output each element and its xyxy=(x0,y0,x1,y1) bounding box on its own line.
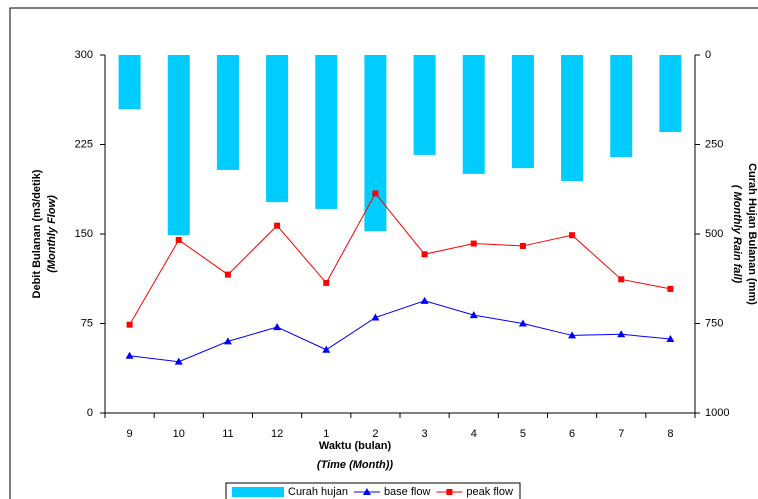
bar xyxy=(266,55,289,203)
bar xyxy=(659,55,682,132)
bar xyxy=(315,55,338,209)
marker xyxy=(470,240,477,247)
marker xyxy=(518,319,527,327)
marker xyxy=(568,331,577,339)
marker xyxy=(372,190,379,197)
bar xyxy=(561,55,584,182)
x-tick-label: 10 xyxy=(173,428,185,440)
x-tick-label: 1 xyxy=(323,428,329,440)
y-tick-label: 75 xyxy=(81,317,93,329)
marker xyxy=(273,323,282,331)
y-tick-label: 225 xyxy=(75,138,93,150)
y2-axis-label: Curah Hujan Bulanan (mm) xyxy=(746,163,758,305)
x-tick-label: 5 xyxy=(520,428,526,440)
bar xyxy=(167,55,190,236)
x-tick-label: 4 xyxy=(471,428,477,440)
y2-axis-label: ( Monthly Rain fall) xyxy=(731,185,743,284)
x-axis-label: Waktu (bulan) xyxy=(319,440,392,452)
y-axis-label: Debit Bulanan (m3/detik) xyxy=(31,169,43,298)
y2-tick-label: 1000 xyxy=(705,407,729,419)
line xyxy=(129,192,671,325)
x-tick-label: 7 xyxy=(618,428,624,440)
x-tick-label: 11 xyxy=(222,428,233,440)
marker xyxy=(667,285,674,292)
marker xyxy=(274,222,281,229)
marker xyxy=(421,251,428,258)
chart-frame xyxy=(9,7,758,499)
legend-label: peak flow xyxy=(466,486,513,498)
marker xyxy=(362,488,371,495)
bar xyxy=(610,55,633,158)
legend-label: base flow xyxy=(384,486,431,498)
marker xyxy=(666,335,675,343)
y-axis-label: (Monthly Flow) xyxy=(46,195,58,273)
legend-label: Curah hujan xyxy=(288,486,348,498)
x-tick-label: 9 xyxy=(127,428,133,440)
y2-tick-label: 500 xyxy=(705,228,723,240)
x-tick-label: 6 xyxy=(569,428,575,440)
marker xyxy=(446,489,453,495)
x-tick-label: 12 xyxy=(271,428,283,440)
bar xyxy=(216,55,239,170)
x-tick-label: 2 xyxy=(372,428,378,440)
marker xyxy=(420,296,429,304)
marker xyxy=(126,321,133,328)
marker xyxy=(175,236,182,243)
marker xyxy=(323,279,330,286)
bar xyxy=(413,55,436,155)
marker xyxy=(569,232,576,239)
bar xyxy=(118,55,141,110)
marker xyxy=(469,311,478,319)
line xyxy=(129,300,671,363)
bar xyxy=(364,55,387,232)
bar xyxy=(462,55,485,174)
y2-tick-label: 0 xyxy=(705,49,711,61)
y2-tick-label: 250 xyxy=(705,138,723,150)
marker xyxy=(617,330,626,338)
bar xyxy=(511,55,534,169)
marker xyxy=(223,337,232,345)
marker xyxy=(174,357,183,365)
x-axis-label: (Time (Month)) xyxy=(317,459,394,471)
y2-tick-label: 750 xyxy=(705,317,723,329)
marker xyxy=(224,271,231,278)
marker xyxy=(618,276,625,283)
legend-swatch xyxy=(232,487,284,497)
y-tick-label: 0 xyxy=(87,407,93,419)
marker xyxy=(322,345,331,353)
y-tick-label: 150 xyxy=(75,228,93,240)
marker xyxy=(519,242,526,249)
x-tick-label: 3 xyxy=(422,428,428,440)
marker xyxy=(371,313,380,321)
marker xyxy=(125,351,134,359)
x-tick-label: 8 xyxy=(667,428,673,440)
y-tick-label: 300 xyxy=(75,49,93,61)
